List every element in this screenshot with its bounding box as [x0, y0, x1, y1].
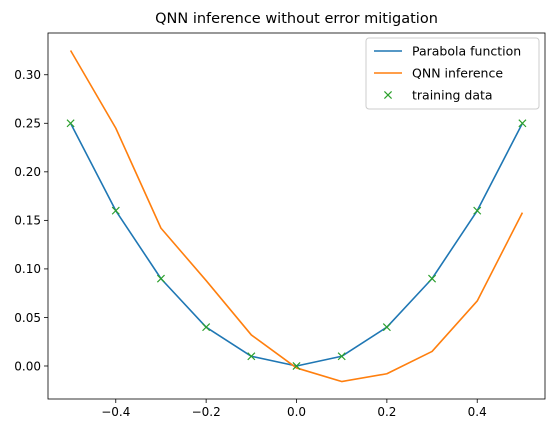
- y-tick-label: 0.05: [14, 311, 41, 325]
- series-line: [69, 50, 524, 383]
- data-point-marker: [156, 274, 165, 283]
- chart-title: QNN inference without error mitigation: [155, 11, 438, 27]
- y-tick-label: 0.20: [14, 165, 41, 179]
- series-2: [66, 119, 527, 371]
- y-axis: 0.00 0.05 0.10 0.15 0.20 0.25 0.30: [14, 68, 48, 373]
- y-tick-label: 0.10: [14, 262, 41, 276]
- x-tick-label: 0.4: [468, 405, 487, 419]
- data-point-marker: [382, 323, 391, 332]
- legend: Parabola function QNN inference training d…: [365, 37, 540, 110]
- legend-label: QNN inference: [412, 65, 503, 80]
- data-point-marker: [66, 119, 75, 128]
- data-point-marker: [473, 206, 482, 215]
- data-point-marker: [428, 274, 437, 283]
- y-tick-label: 0.15: [14, 214, 41, 228]
- legend-label: training data: [412, 87, 493, 102]
- x-tick-label: 0.0: [287, 405, 306, 419]
- legend-label: Parabola function: [412, 43, 521, 58]
- data-point-marker: [247, 352, 256, 361]
- x-axis: −0.4 −0.2 0.0 0.2 0.4: [101, 399, 487, 419]
- legend-swatch: [383, 90, 393, 100]
- x-tick-label: 0.2: [377, 405, 396, 419]
- series-layer: [66, 50, 527, 383]
- y-tick-label: 0.30: [14, 68, 41, 82]
- x-tick-label: −0.4: [101, 405, 130, 419]
- legend-box: [365, 37, 540, 110]
- series-1: [69, 50, 524, 383]
- data-point-marker: [292, 361, 301, 371]
- series-line: [69, 122, 524, 367]
- series-0: [69, 122, 524, 367]
- data-point-marker: [337, 352, 346, 361]
- data-point-marker: [111, 206, 120, 215]
- y-tick-label: 0.25: [14, 117, 41, 131]
- data-point-marker: [518, 119, 527, 128]
- data-point-marker: [202, 323, 211, 332]
- y-tick-label: 0.00: [14, 359, 41, 373]
- x-tick-label: −0.2: [192, 405, 221, 419]
